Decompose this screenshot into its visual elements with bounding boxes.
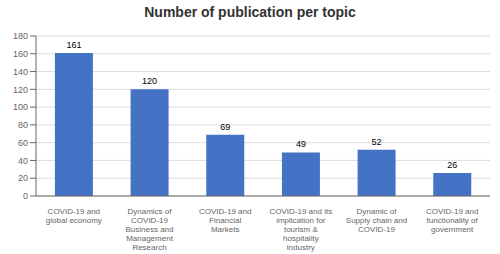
svg-text:Dynamic ofSupply chain andCOVI: Dynamic ofSupply chain andCOVID-19 <box>346 207 407 234</box>
svg-text:COVID-19 andfunctionality ofgo: COVID-19 andfunctionality ofgovernment <box>426 207 479 234</box>
svg-text:26: 26 <box>447 160 457 170</box>
svg-text:69: 69 <box>220 122 230 132</box>
svg-text:180: 180 <box>13 31 28 41</box>
svg-text:20: 20 <box>18 173 28 183</box>
svg-text:120: 120 <box>13 85 28 95</box>
svg-text:COVID-19 andFinancialMarkets: COVID-19 andFinancialMarkets <box>199 207 251 234</box>
svg-text:0: 0 <box>23 191 28 201</box>
svg-text:49: 49 <box>296 139 306 149</box>
svg-text:Dynamics ofCOVID-19Business an: Dynamics ofCOVID-19Business andManagemen… <box>125 207 173 252</box>
svg-text:160: 160 <box>13 49 28 59</box>
svg-text:COVID-19 and itsimplication fo: COVID-19 and itsimplication fortourism &… <box>269 207 332 252</box>
html-text:Number of publication per topi: Number of publication per topic <box>144 4 356 20</box>
svg-text:COVID-19 andglobal economy: COVID-19 andglobal economy <box>46 207 102 225</box>
svg-text:120: 120 <box>142 76 157 86</box>
svg-text:80: 80 <box>18 120 28 130</box>
svg-text:40: 40 <box>18 156 28 166</box>
svg-text:140: 140 <box>13 67 28 77</box>
svg-text:100: 100 <box>13 102 28 112</box>
svg-text:52: 52 <box>372 137 382 147</box>
svg-text:161: 161 <box>66 40 81 50</box>
svg-text:60: 60 <box>18 138 28 148</box>
